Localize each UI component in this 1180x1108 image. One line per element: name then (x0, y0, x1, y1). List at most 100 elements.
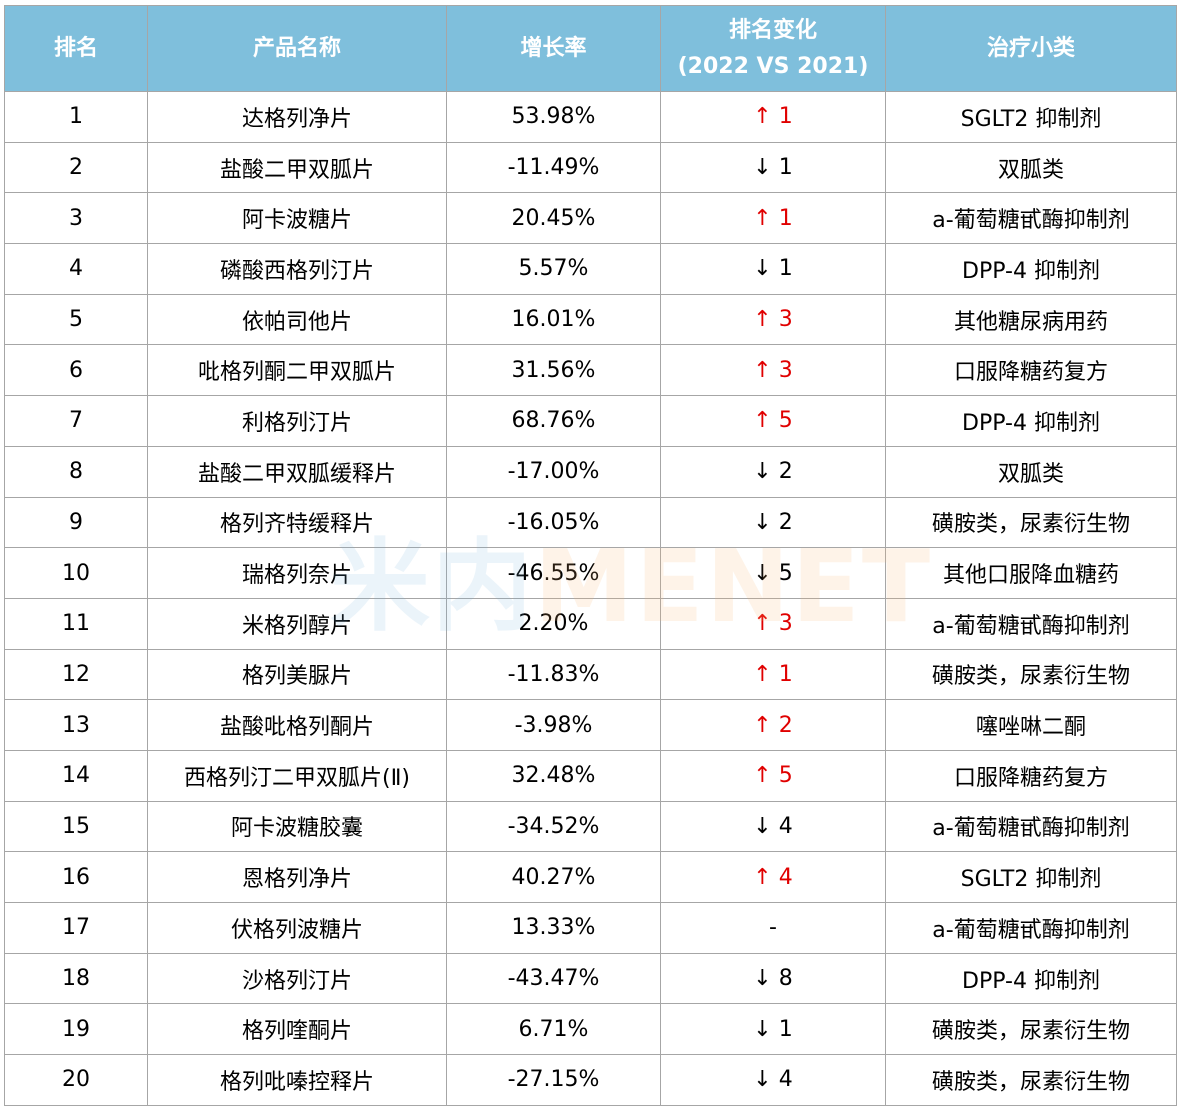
growth-rate-cell: 68.76% (446, 395, 661, 447)
category-cell: SGLT2 抑制剂 (885, 91, 1177, 143)
table-row: 2 盐酸二甲双胍片 -11.49% ↓ 1 双胍类 (4, 141, 1177, 194)
product-name-cell: 格列美脲片 (147, 648, 447, 701)
header-rank: 排名 (4, 5, 148, 92)
table-row: 18 沙格列汀片 -43.47% ↓ 8 DPP-4 抑制剂 (4, 952, 1177, 1005)
header-rank-change: 排名变化 (2022 VS 2021) (660, 5, 886, 92)
category-cell: DPP-4 抑制剂 (885, 243, 1177, 295)
growth-rate-cell: 5.57% (446, 243, 661, 295)
header-growth-rate: 增长率 (446, 5, 661, 92)
category-cell: a-葡萄糖甙酶抑制剂 (885, 902, 1177, 954)
category-cell: DPP-4 抑制剂 (885, 952, 1177, 1005)
category-cell: 口服降糖药复方 (885, 749, 1177, 802)
category-cell: 磺胺类，尿素衍生物 (885, 648, 1177, 701)
table-row: 8 盐酸二甲双胍缓释片 -17.00% ↓ 2 双胍类 (4, 445, 1177, 498)
rank-cell: 14 (4, 749, 148, 802)
product-name-cell: 格列喹酮片 (147, 1003, 447, 1056)
rank-change-cell: ↓ 5 (660, 547, 886, 599)
table-row: 9 格列齐特缓释片 -16.05% ↓ 2 磺胺类，尿素衍生物 (4, 496, 1177, 549)
product-name-cell: 格列吡嗪控释片 (147, 1054, 447, 1106)
table-header: 排名 产品名称 增长率 排名变化 (2022 VS 2021) 治疗小类 (4, 5, 1177, 92)
product-name-cell: 阿卡波糖胶囊 (147, 800, 447, 853)
growth-rate-cell: 32.48% (446, 749, 661, 802)
table-row: 6 吡格列酮二甲双胍片 31.56% ↑ 3 口服降糖药复方 (4, 344, 1177, 397)
header-rank-change-line1: 排名变化 (728, 18, 817, 44)
product-name-cell: 米格列醇片 (147, 597, 447, 650)
product-name-cell: 盐酸吡格列酮片 (147, 699, 447, 751)
rank-cell: 5 (4, 293, 148, 346)
category-cell: 磺胺类，尿素衍生物 (885, 1003, 1177, 1056)
table-body: 1 达格列净片 53.98% ↑ 1 SGLT2 抑制剂 2 盐酸二甲双胍片 -11.49% ↓… (4, 91, 1177, 1106)
rank-cell: 10 (4, 547, 148, 599)
product-name-cell: 依帕司他片 (147, 293, 447, 346)
product-name-cell: 盐酸二甲双胍片 (147, 141, 447, 194)
table-row: 12 格列美脲片 -11.83% ↑ 1 磺胺类，尿素衍生物 (4, 648, 1177, 701)
category-cell: DPP-4 抑制剂 (885, 395, 1177, 447)
header-category: 治疗小类 (885, 5, 1177, 92)
table-row: 4 磷酸西格列汀片 5.57% ↓ 1 DPP-4 抑制剂 (4, 243, 1177, 295)
product-name-cell: 磷酸西格列汀片 (147, 243, 447, 295)
rank-change-cell: ↑ 3 (660, 293, 886, 346)
rank-cell: 17 (4, 902, 148, 954)
table-row: 17 伏格列波糖片 13.33% - a-葡萄糖甙酶抑制剂 (4, 902, 1177, 954)
rank-cell: 8 (4, 445, 148, 498)
growth-rate-cell: 13.33% (446, 902, 661, 954)
product-name-cell: 格列齐特缓释片 (147, 496, 447, 549)
table-row: 10 瑞格列奈片 -46.55% ↓ 5 其他口服降血糖药 (4, 547, 1177, 599)
rank-change-cell: ↓ 1 (660, 1003, 886, 1056)
table-row: 19 格列喹酮片 6.71% ↓ 1 磺胺类，尿素衍生物 (4, 1003, 1177, 1056)
table-row: 3 阿卡波糖片 20.45% ↑ 1 a-葡萄糖甙酶抑制剂 (4, 192, 1177, 245)
table-row: 14 西格列汀二甲双胍片(Ⅱ) 32.48% ↑ 5 口服降糖药复方 (4, 749, 1177, 802)
rank-change-cell: ↓ 2 (660, 445, 886, 498)
table-row: 11 米格列醇片 2.20% ↑ 3 a-葡萄糖甙酶抑制剂 (4, 597, 1177, 650)
growth-rate-cell: -16.05% (446, 496, 661, 549)
rank-change-cell: ↑ 2 (660, 699, 886, 751)
rank-cell: 3 (4, 192, 148, 245)
growth-rate-cell: 53.98% (446, 91, 661, 143)
rank-cell: 12 (4, 648, 148, 701)
rank-cell: 16 (4, 851, 148, 903)
growth-rate-cell: -43.47% (446, 952, 661, 1005)
category-cell: 口服降糖药复方 (885, 344, 1177, 397)
rank-change-cell: ↓ 1 (660, 243, 886, 295)
growth-rate-cell: -46.55% (446, 547, 661, 599)
table-row: 15 阿卡波糖胶囊 -34.52% ↓ 4 a-葡萄糖甙酶抑制剂 (4, 800, 1177, 853)
growth-rate-cell: 40.27% (446, 851, 661, 903)
table-row: 16 恩格列净片 40.27% ↑ 4 SGLT2 抑制剂 (4, 851, 1177, 903)
growth-rate-cell: 31.56% (446, 344, 661, 397)
rank-cell: 11 (4, 597, 148, 650)
category-cell: 双胍类 (885, 445, 1177, 498)
category-cell: 双胍类 (885, 141, 1177, 194)
category-cell: a-葡萄糖甙酶抑制剂 (885, 800, 1177, 853)
rank-cell: 9 (4, 496, 148, 549)
rank-cell: 19 (4, 1003, 148, 1056)
header-product-name: 产品名称 (147, 5, 447, 92)
ranking-table-container: 排名 产品名称 增长率 排名变化 (2022 VS 2021) 治疗小类 1 达格… (4, 5, 1177, 1106)
product-name-cell: 西格列汀二甲双胍片(Ⅱ) (147, 749, 447, 802)
growth-rate-cell: -27.15% (446, 1054, 661, 1106)
rank-cell: 4 (4, 243, 148, 295)
rank-change-cell: ↓ 2 (660, 496, 886, 549)
rank-change-cell: ↑ 5 (660, 395, 886, 447)
category-cell: 其他糖尿病用药 (885, 293, 1177, 346)
rank-cell: 6 (4, 344, 148, 397)
rank-change-cell: ↑ 4 (660, 851, 886, 903)
growth-rate-cell: -34.52% (446, 800, 661, 853)
rank-change-cell: ↓ 4 (660, 800, 886, 853)
rank-change-cell: ↑ 5 (660, 749, 886, 802)
header-rank-change-line2: (2022 VS 2021) (677, 53, 869, 79)
growth-rate-cell: -3.98% (446, 699, 661, 751)
growth-rate-cell: 20.45% (446, 192, 661, 245)
product-name-cell: 达格列净片 (147, 91, 447, 143)
category-cell: 噻唑啉二酮 (885, 699, 1177, 751)
rank-cell: 20 (4, 1054, 148, 1106)
growth-rate-cell: -17.00% (446, 445, 661, 498)
category-cell: a-葡萄糖甙酶抑制剂 (885, 597, 1177, 650)
category-cell: 其他口服降血糖药 (885, 547, 1177, 599)
growth-rate-cell: 16.01% (446, 293, 661, 346)
rank-cell: 15 (4, 800, 148, 853)
product-name-cell: 盐酸二甲双胍缓释片 (147, 445, 447, 498)
rank-change-cell: ↓ 4 (660, 1054, 886, 1106)
growth-rate-cell: -11.49% (446, 141, 661, 194)
rank-cell: 13 (4, 699, 148, 751)
rank-change-cell: ↑ 1 (660, 192, 886, 245)
